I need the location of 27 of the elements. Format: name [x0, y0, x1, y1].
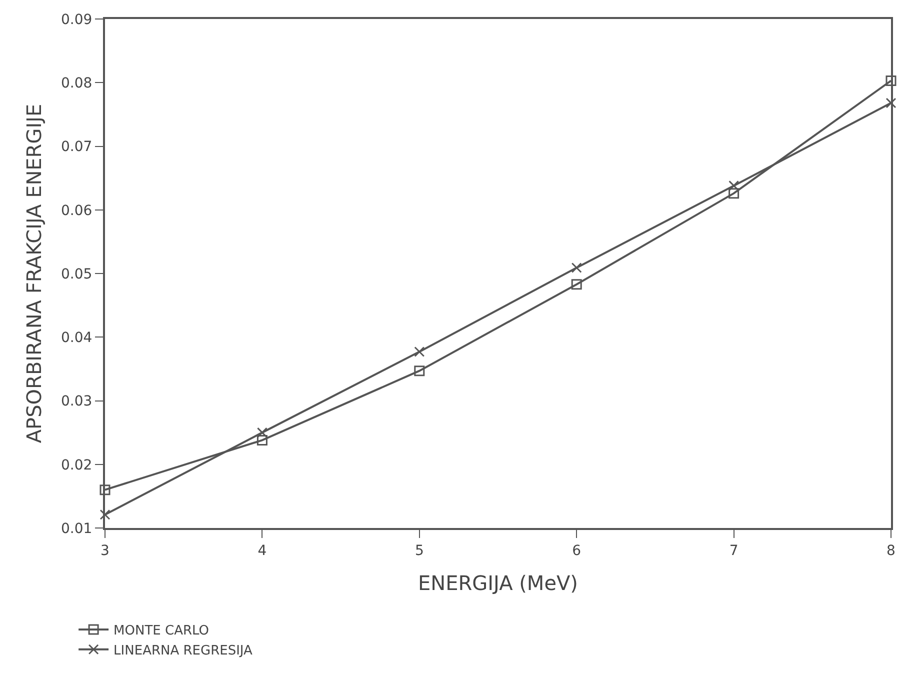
y-tick-label: 0.05	[61, 266, 92, 282]
point	[571, 279, 582, 290]
y-tick-label: 0.09	[61, 12, 92, 28]
y-tick-label: 0.06	[61, 202, 92, 219]
legend-label: MONTE CARLO	[114, 624, 210, 639]
x-tick-label: 4	[258, 542, 267, 559]
point	[886, 75, 896, 86]
x-axis-title: ENERGIJA (MeV)	[418, 570, 578, 595]
point	[414, 346, 425, 358]
y-axis-title: APSORBIRANA FRAKCIJA ENERGIJE	[22, 104, 46, 444]
x-tick-label: 8	[886, 542, 896, 559]
y-tick-label: 0.08	[61, 76, 92, 92]
y-tick-label: 0.07	[61, 139, 92, 156]
y-tick-label: 0.02	[61, 457, 92, 474]
x-tick-label: 6	[572, 542, 582, 559]
x-tick-label: 7	[729, 542, 738, 559]
y-tick-label: 0.04	[61, 330, 92, 346]
point	[728, 188, 740, 199]
point	[571, 262, 582, 274]
point	[414, 366, 425, 376]
legend-label: LINEARNA REGRESIJA	[114, 643, 253, 658]
y-tick-label: 0.01	[61, 520, 92, 537]
x-tick-label: 5	[414, 542, 424, 559]
x-tick-label: 3	[100, 542, 110, 559]
point	[256, 434, 268, 446]
y-tick-label: 0.03	[61, 394, 92, 410]
point	[100, 484, 110, 496]
